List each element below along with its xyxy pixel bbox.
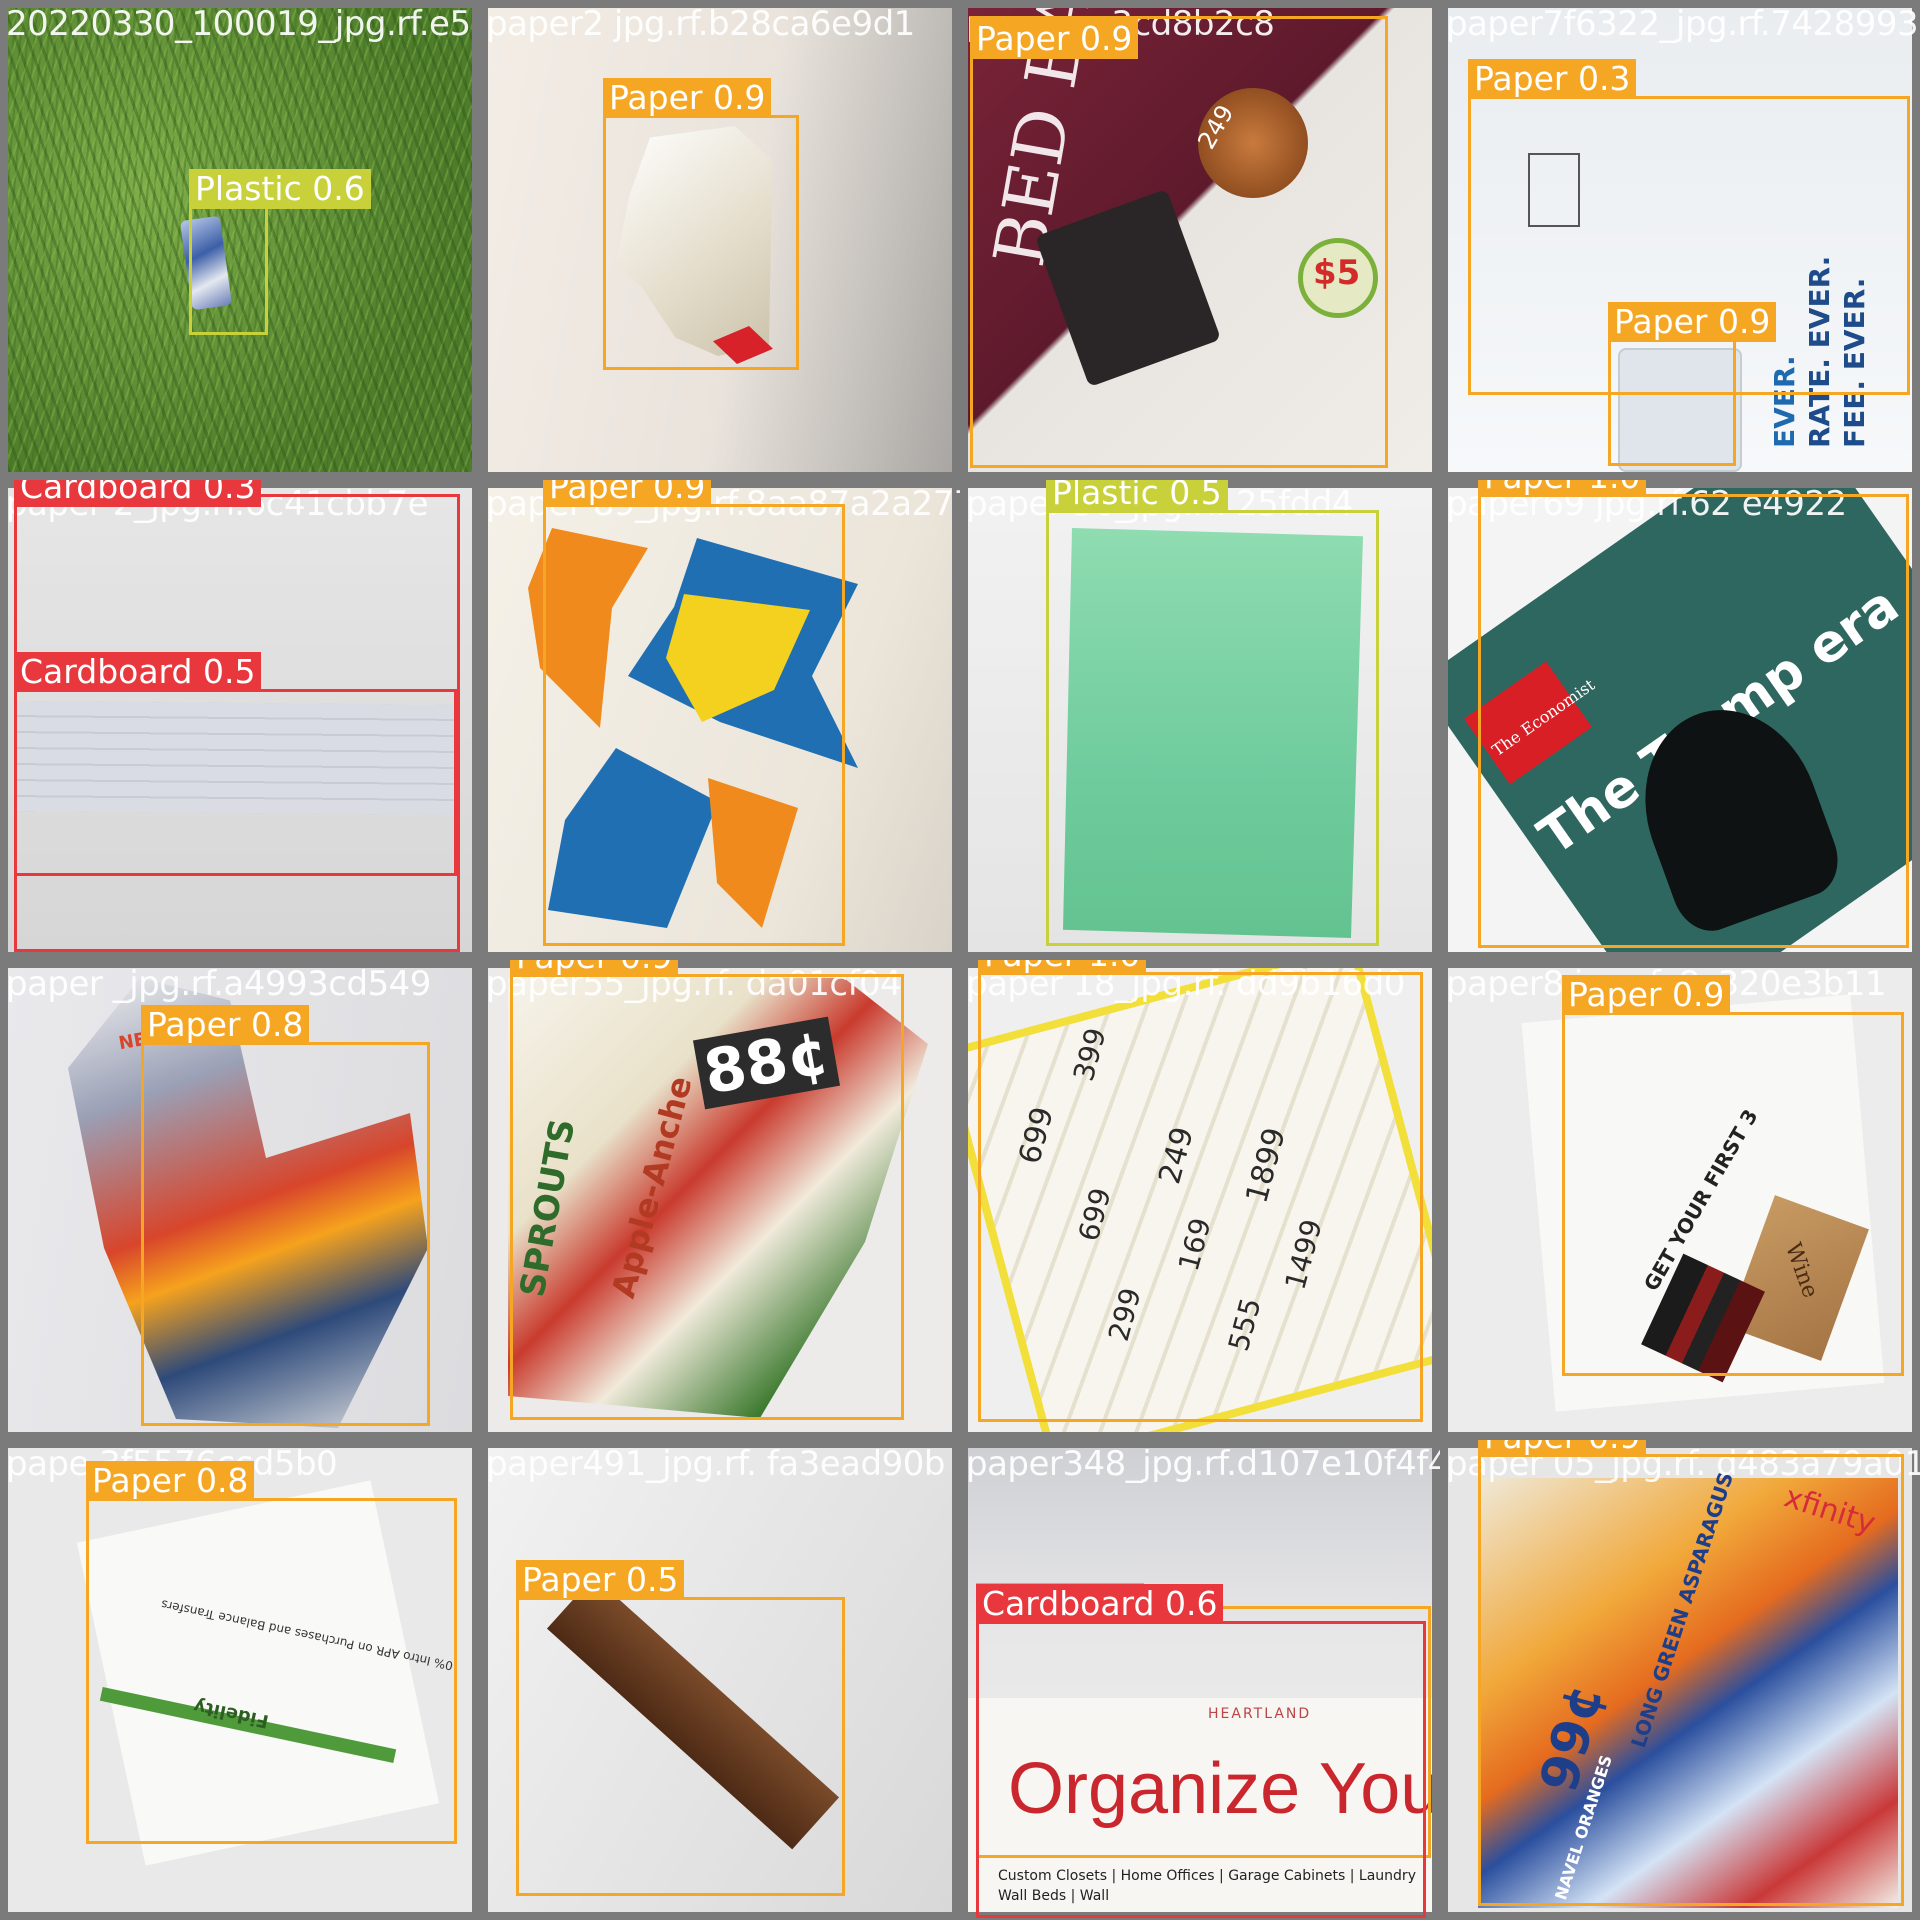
detection-label: Paper 1.0 (978, 960, 1147, 975)
detection-box: Paper 0.8 (86, 1461, 457, 1844)
turkey-photo (1198, 88, 1308, 198)
produce-flyer-photo: xfinity 99¢ LONG GREEN ASPARAGUS NAVEL O… (1448, 1448, 1912, 1912)
image-tile: EVER. RATE. EVER. FEE. EVER. paper7f6322… (1440, 0, 1920, 480)
flyer-subline: Custom Closets | Home Offices | Garage C… (998, 1868, 1416, 1884)
image-tile: paper 50_jpg.rf. 25fdd4 Plastic 0.5 (960, 480, 1440, 960)
magazine-photo: BED BATH & $5 249 (968, 8, 1432, 472)
image-tile: xfinity 99¢ LONG GREEN ASPARAGUS NAVEL O… (1440, 1440, 1920, 1920)
detection-label: Paper 0.9 (970, 19, 1139, 59)
filename: 20220330_100019_jpg.rf.e5 (6, 4, 471, 44)
detection-box: Paper 0.9 (603, 78, 799, 370)
detection-label: Cardboard 0.5 (14, 652, 262, 692)
sprouts-flyer-photo: 88¢ SPROUTS Apple-Anche (488, 968, 952, 1432)
fidelity-envelope-photo: 0% Intro APR on Purchases and Balance Tr… (8, 1448, 472, 1912)
image-tile: 88¢ SPROUTS Apple-Anche paper55_jpg.rf. … (480, 960, 960, 1440)
detection-box: Cardboard 0.5 (14, 652, 457, 876)
detection-label: Plastic 0.5 (1046, 480, 1228, 513)
cutout-paper-photo (488, 488, 952, 952)
flyer-sheet (968, 1698, 1432, 1912)
detection-label: Paper 0.9 (510, 960, 679, 977)
image-tile: 0% Intro APR on Purchases and Balance Tr… (0, 1440, 480, 1920)
detection-box: Paper 0.8 (141, 1005, 430, 1426)
grass-photo (8, 8, 472, 472)
detection-box: Paper 1.0 (978, 960, 1423, 1422)
economist-photo: The Economist The Trump era (1448, 488, 1912, 952)
image-tile: paper 89_jpg.rf.8aa87a2a277 Paper 0.9 (480, 480, 960, 960)
image-tile: GET YOUR FIRST 3 Wine paper8 jpg.rf. 8c3… (1440, 960, 1920, 1440)
image-tile: BED BATH & $5 249 paper ec3cd8b2c8 Paper… (960, 0, 1440, 480)
flyer-sheet (1478, 1478, 1898, 1908)
detection-label: Paper 0.9 (1478, 1440, 1647, 1457)
green-bag-photo (968, 488, 1432, 952)
detection-label: Cardboard 0.6 (976, 1584, 1224, 1624)
detection-label: Paper 0.8 (141, 1005, 310, 1045)
detection-box: Cardboard 0.6 (976, 1584, 1426, 1918)
detection-label: Paper 0.9 (1562, 975, 1731, 1015)
filename: paper7f6322_jpg.rf.74289930bd34 (1446, 4, 1920, 44)
filename: paper348_jpg.rf.d107e10f4f4a (966, 1444, 1440, 1484)
wine-mailer-photo: GET YOUR FIRST 3 Wine (1448, 968, 1912, 1432)
heartland-label: HEARTLAND (1208, 1706, 1312, 1722)
detection-box: Paper 0.3 (1468, 59, 1910, 395)
image-tile: paper2 jpg.rf.b28ca6e9d1 Paper 0.9 (480, 0, 960, 480)
image-tile: paper491_jpg.rf. fa3ead90b Paper 0.5 (480, 1440, 960, 1920)
detection-label: Paper 0.3 (1468, 59, 1637, 99)
image-tile: The Economist The Trump era paper69 jpg.… (1440, 480, 1920, 960)
detection-box: Paper 0.9 (1608, 302, 1777, 466)
crumpled-flyer-photo: NEW STORE (8, 968, 472, 1432)
image-tile: paper 2_jpg.rf.6c41cbb7e Cardboard 0.3 C… (0, 480, 480, 960)
detection-label: Plastic 0.6 (189, 169, 371, 209)
detection-box: Paper 0.9 (543, 480, 845, 946)
image-tile: 20220330_100019_jpg.rf.e5 Plastic 0.6 (0, 0, 480, 480)
detection-box: Paper 0.9 (970, 16, 1388, 468)
detection-box: Paper 0.9 (510, 960, 904, 1420)
detection-box: Plastic 0.5 (1046, 480, 1379, 946)
flyer-subline-2: Wall Beds | Wall (998, 1888, 1110, 1904)
postage-stamp (1528, 153, 1580, 227)
green-bag (1063, 528, 1363, 938)
detection-label: Paper 0.9 (543, 480, 712, 507)
image-tile: NEW STORE paper _jpg.rf.a4993cd549 Paper… (0, 960, 480, 1440)
coupon-value: $5 (1313, 253, 1361, 293)
detection-box: Cardboard 0.3 (14, 480, 460, 952)
filename: paper2 jpg.rf.b28ca6e9d1 (486, 4, 915, 44)
flyer-headline: Organize You (1008, 1749, 1432, 1829)
detection-label: Cardboard 0.3 (14, 480, 262, 507)
image-tile: Organize You Custom Closets | Home Offic… (960, 1440, 1440, 1920)
detection-label: Paper 0.5 (516, 1560, 685, 1600)
image-tile: 399 699 249 1899 169 1499 555 699 299 pa… (960, 960, 1440, 1440)
detection-box: Paper 1.0 (1478, 480, 1909, 948)
detection-box: Plastic 0.6 (189, 169, 371, 335)
detection-box: Paper 0.5 (516, 1560, 845, 1896)
detection-label: Paper 0.9 (603, 78, 772, 118)
detection-label: Paper 1.0 (1478, 480, 1647, 497)
envelope-window (1618, 348, 1742, 472)
filename: paper _jpg.rf.a4993cd549 (6, 964, 431, 1004)
detection-label: Paper 0.8 (86, 1461, 255, 1501)
grocery-flyer-photo: 399 699 249 1899 169 1499 555 699 299 (968, 968, 1432, 1432)
box-photo (488, 1448, 952, 1912)
detection-box: Paper 0.9 (1562, 975, 1904, 1376)
detection-label: Paper 0.9 (1608, 302, 1777, 342)
detection-box: Paper 0.9 (1478, 1440, 1904, 1906)
filename: paper491_jpg.rf. fa3ead90b (486, 1444, 945, 1484)
coupon-badge (1298, 238, 1378, 318)
organize-flyer-photo: Organize You Custom Closets | Home Offic… (968, 1448, 1432, 1912)
